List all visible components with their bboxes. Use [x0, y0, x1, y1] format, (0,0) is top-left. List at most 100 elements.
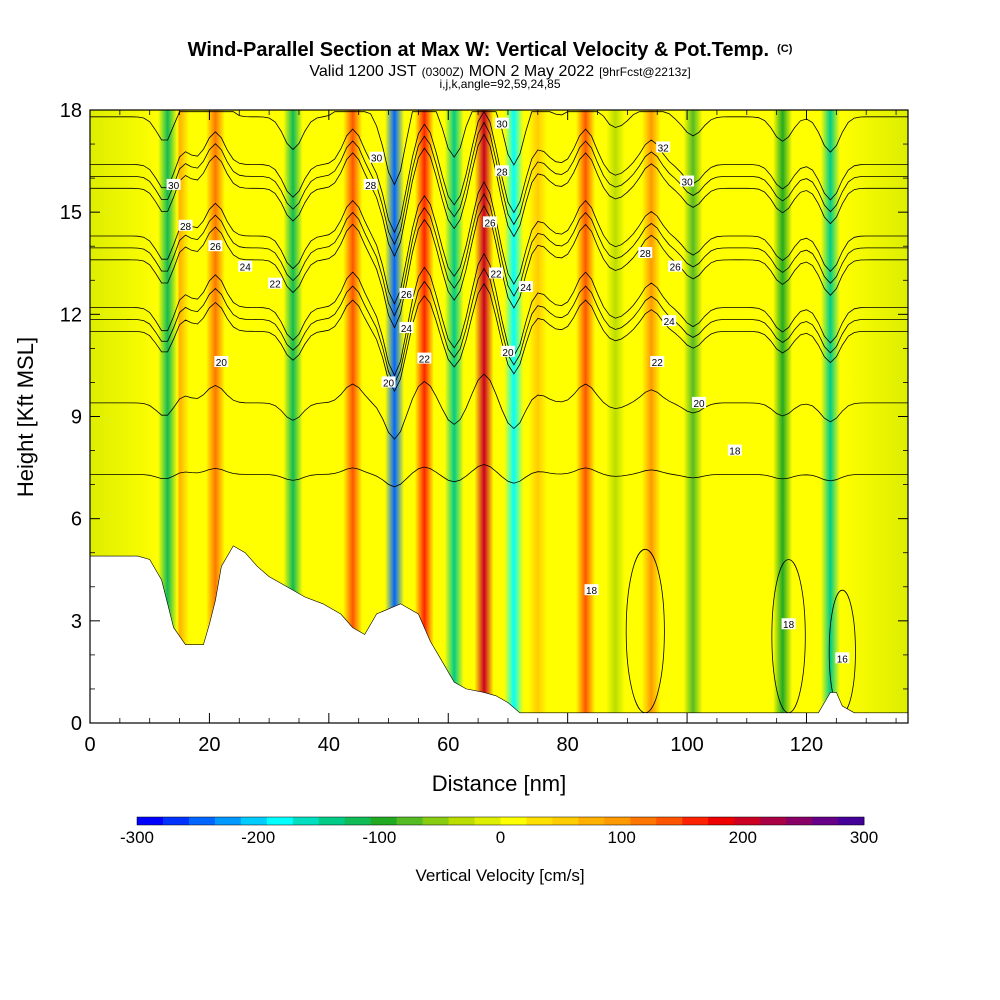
contour-label-text: 26 — [401, 290, 413, 301]
copyright-mark: (C) — [777, 43, 793, 55]
colorbar-swatch — [396, 817, 423, 825]
contour-label-background — [208, 240, 223, 252]
contour-label-background — [166, 178, 181, 190]
contour-label-background — [363, 178, 378, 190]
colorbar-swatch — [838, 817, 865, 825]
contour-label-background — [680, 175, 695, 187]
x-tick-label: 60 — [437, 734, 459, 756]
colorbar-swatch — [474, 817, 501, 825]
contour-label: 18 — [584, 584, 599, 597]
contour-label: 24 — [238, 260, 253, 274]
contour-label-background — [381, 376, 396, 388]
contour-label-text: 28 — [640, 249, 652, 260]
chart-title: Wind-Parallel Section at Max W: Vertical… — [188, 39, 793, 61]
terrain-mask — [90, 545, 908, 723]
contour-label-background — [727, 444, 742, 456]
contour-label-text: 26 — [484, 218, 496, 229]
y-tick-label: 3 — [71, 611, 82, 633]
y-tick-label: 6 — [71, 509, 82, 531]
theta-contour — [90, 193, 908, 317]
contour-label: 24 — [399, 321, 414, 335]
contour-label: 20 — [381, 376, 396, 389]
colorbar-swatch — [604, 817, 631, 825]
contour-label-text: 20 — [693, 399, 705, 410]
contour-label-text: 30 — [496, 120, 508, 131]
contour-label: 28 — [638, 247, 653, 260]
contour-label-background — [638, 247, 653, 259]
contour-label-background — [178, 219, 193, 231]
colorbar-swatch — [448, 817, 475, 825]
x-tick-label: 40 — [318, 734, 340, 756]
contour-label: 32 — [656, 141, 671, 154]
contour-label-text: 26 — [670, 263, 682, 274]
theta-contour — [90, 267, 908, 385]
contour-label-background — [584, 584, 599, 596]
contour-label-text: 20 — [502, 348, 514, 359]
axes: 0 20 40 60 80 100 120 0 3 6 9 12 15 18 — [60, 100, 908, 756]
contour-label-text: 30 — [682, 178, 694, 189]
contour-label-text: 18 — [783, 620, 795, 631]
contour-label-text: 30 — [168, 181, 180, 192]
colorbar-swatch — [734, 817, 761, 825]
chart-parameters: i,j,k,angle=92,59,24,85 — [439, 77, 560, 91]
contour-label: 20 — [692, 396, 707, 410]
colorbar-swatch — [760, 817, 787, 825]
colorbar-swatch — [318, 817, 346, 825]
contour-label: 22 — [489, 267, 504, 280]
contour-label-text: 26 — [210, 242, 222, 253]
x-tick-label: 0 — [84, 734, 95, 756]
contour-label-background — [489, 267, 504, 279]
contour-label-background — [656, 141, 671, 153]
y-axis-label: Height [Kft MSL] — [13, 337, 38, 497]
colorbar-swatch — [266, 817, 294, 825]
colorbar-frame — [136, 816, 865, 826]
contour-label: 18 — [781, 618, 796, 631]
colorbar-tick-label: -300 — [120, 828, 154, 847]
contour-label: 28 — [494, 165, 509, 178]
contour-label: 26 — [399, 287, 414, 301]
x-axis-label: Distance [nm] — [432, 771, 567, 796]
colorbar-swatch — [188, 817, 216, 825]
y-tick-label: 18 — [60, 100, 82, 122]
contour-label-text: 24 — [520, 283, 532, 294]
colorbar-swatch — [812, 817, 839, 825]
y-tick-label: 15 — [60, 202, 82, 224]
contour-labels: 30 28 26 24 22 20 30 28 26 24 22 20 30 28 26 22 24 20 32 30… — [166, 117, 850, 665]
contour-label: 22 — [417, 352, 432, 366]
colorbar-swatch — [292, 817, 320, 825]
contour-label-background — [399, 321, 414, 333]
colorbar-swatch — [162, 817, 190, 825]
contour-label: 24 — [662, 315, 677, 328]
contour-label: 22 — [268, 277, 283, 291]
theta-contour — [90, 133, 908, 258]
contour-label: 20 — [500, 345, 515, 359]
theta-contour — [90, 110, 908, 234]
contour-label-text: 24 — [240, 263, 252, 274]
contour-label-text: 22 — [270, 280, 282, 291]
contour-label-background — [399, 287, 414, 299]
y-tick-label: 12 — [60, 304, 82, 326]
contour-label-background — [483, 216, 498, 228]
contour-label-text: 32 — [658, 143, 670, 154]
theta-contour — [90, 464, 908, 488]
theta-contour — [90, 373, 908, 440]
theta-contour — [90, 181, 908, 305]
contour-label-text: 22 — [490, 269, 502, 280]
contour-label: 30 — [369, 151, 384, 165]
contour-label-background — [662, 315, 677, 327]
colorbar-tick-label: 0 — [496, 828, 505, 847]
contour-label-text: 18 — [729, 447, 741, 458]
contour-label-text: 20 — [383, 378, 395, 389]
contour-label-background — [781, 618, 796, 630]
x-tick-label: 120 — [790, 734, 823, 756]
contour-label: 30 — [680, 175, 695, 189]
contour-label: 22 — [650, 356, 665, 369]
contour-label: 16 — [835, 652, 850, 665]
contour-label: 30 — [494, 117, 509, 131]
contour-label-text: 22 — [652, 358, 664, 369]
colorbar-swatch — [708, 817, 735, 825]
contour-label-background — [668, 260, 683, 272]
contour-label-text: 30 — [371, 154, 383, 165]
contour-label-background — [417, 352, 432, 364]
